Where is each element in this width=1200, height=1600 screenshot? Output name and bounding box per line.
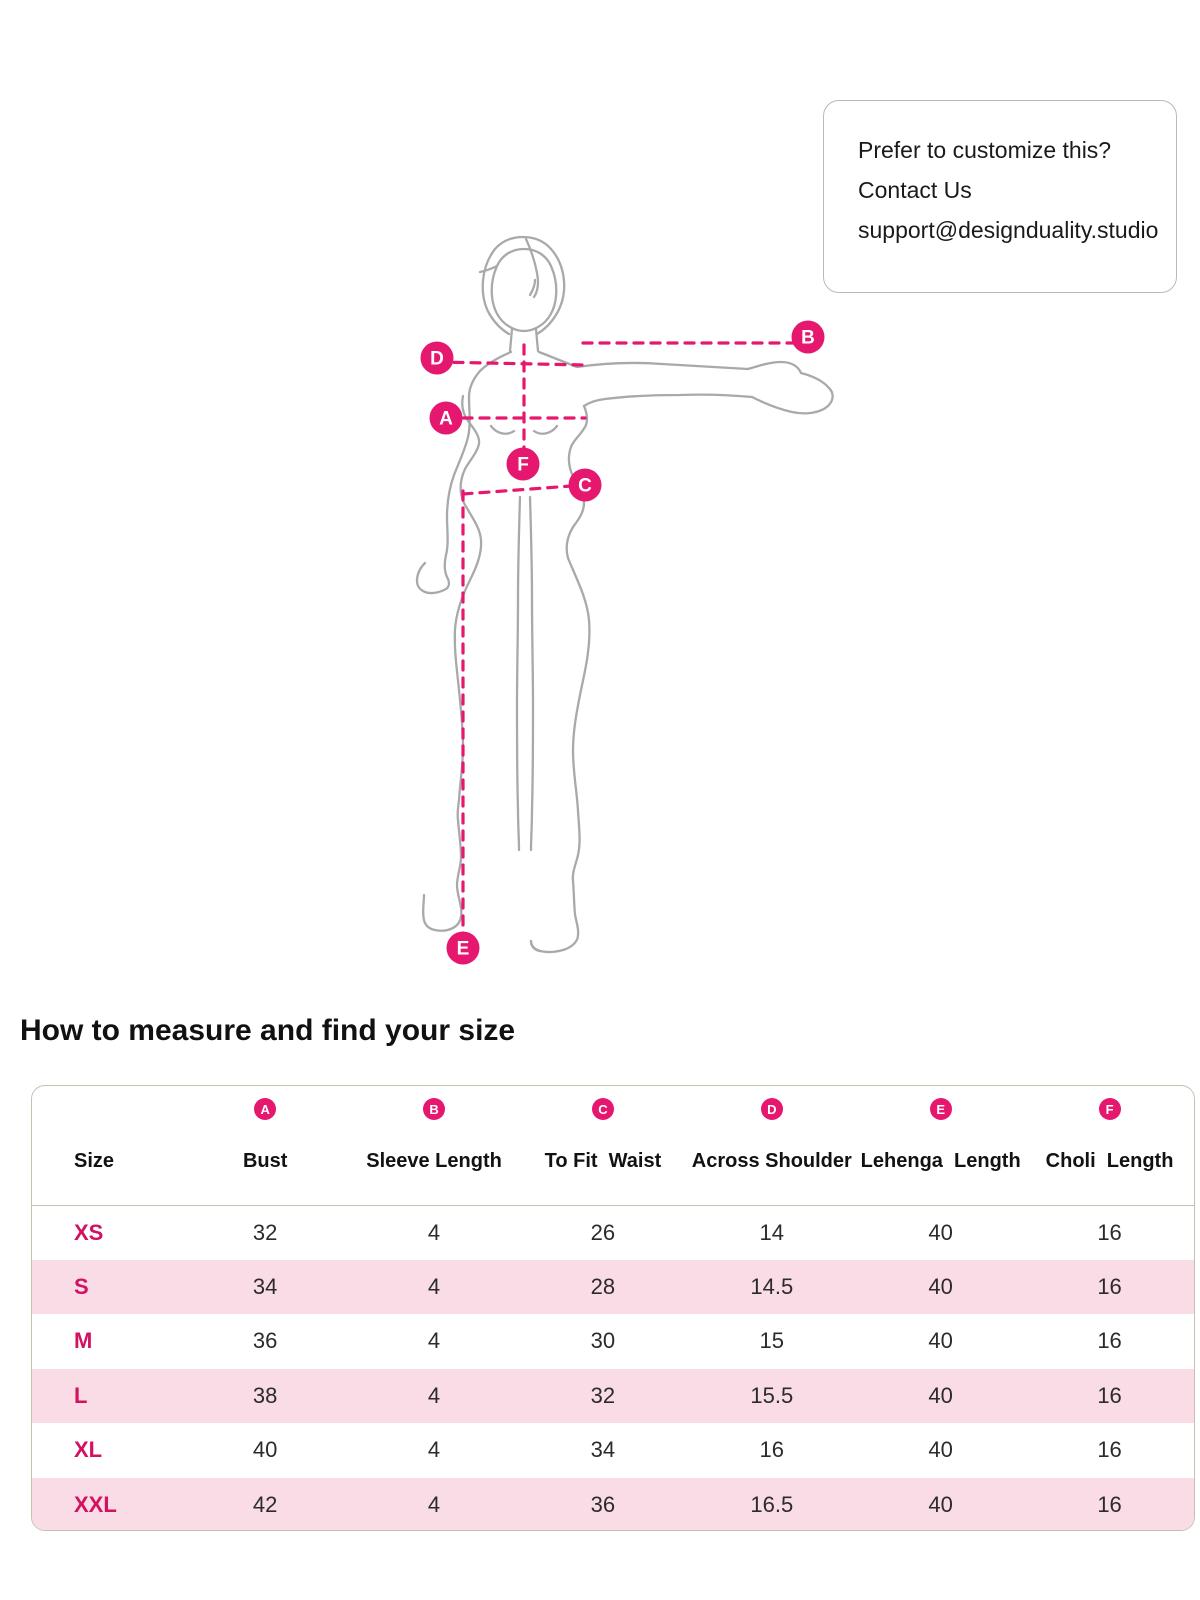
svg-text:C: C: [578, 476, 592, 497]
svg-text:A: A: [439, 409, 453, 430]
svg-text:B: B: [801, 328, 815, 349]
svg-text:F: F: [517, 455, 529, 476]
svg-text:D: D: [430, 349, 444, 370]
svg-text:E: E: [457, 939, 470, 960]
